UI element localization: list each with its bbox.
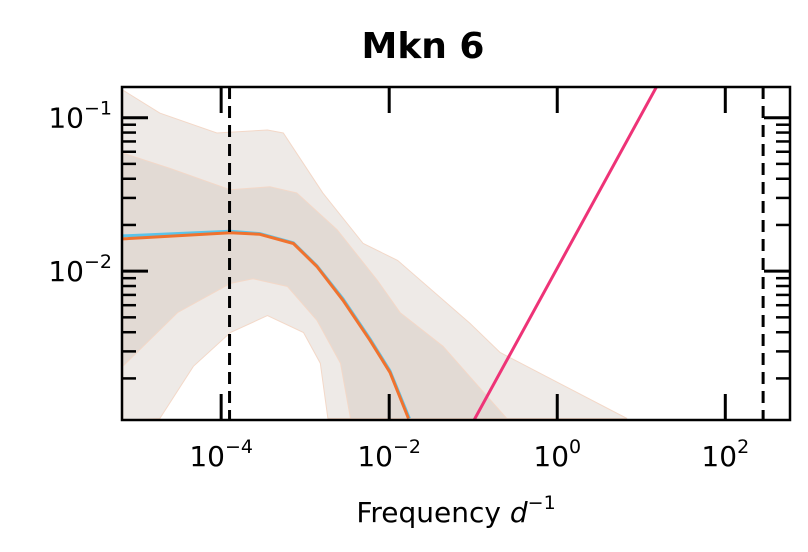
x-tick-base: 10 — [357, 440, 393, 473]
x-tick-exp: −4 — [225, 436, 253, 458]
x-tick-label: 10−2 — [357, 436, 421, 473]
x-tick-base: 10 — [701, 440, 737, 473]
power-law-line-line — [472, 87, 658, 420]
x-tick-exp: −2 — [393, 436, 421, 458]
y-tick-base: 10 — [48, 102, 84, 135]
y-tick-base: 10 — [48, 255, 84, 288]
x-axis-label: Frequency d−1 — [356, 492, 555, 529]
y-tick-exp: −2 — [84, 251, 112, 273]
y-tick-label: 10−2 — [48, 251, 112, 288]
chart-title: Mkn 6 — [362, 26, 485, 67]
axes-frame — [120, 85, 792, 422]
x-tick-label: 10−4 — [189, 436, 253, 473]
x-tick-base: 10 — [533, 440, 569, 473]
x-tick-exp: 2 — [737, 436, 749, 458]
x-tick-exp: 0 — [569, 436, 581, 458]
x-tick-label: 102 — [701, 436, 749, 473]
median-orange-line — [122, 231, 410, 420]
x-tick-label: 100 — [533, 436, 581, 473]
plot-area — [122, 87, 658, 420]
ticks — [122, 87, 790, 420]
x-tick-base: 10 — [189, 440, 225, 473]
outer-band — [122, 89, 628, 420]
y-tick-exp: −1 — [84, 98, 112, 120]
y-tick-label: 10−1 — [48, 98, 112, 135]
